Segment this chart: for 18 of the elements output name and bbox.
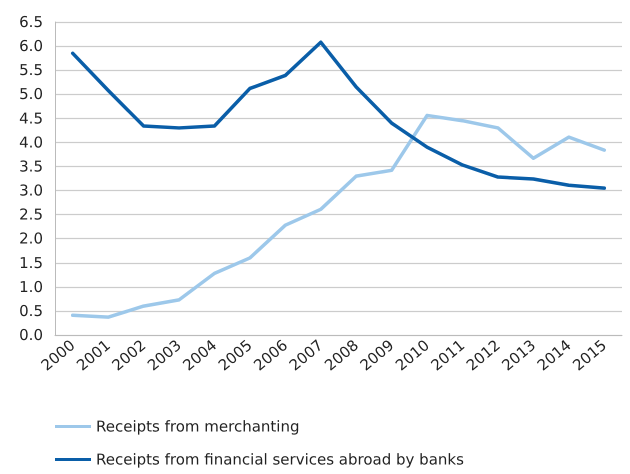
y-tick-label: 1.5 (19, 254, 43, 272)
y-tick-label: 0.0 (19, 326, 43, 344)
y-tick-label: 2.0 (19, 230, 43, 248)
y-tick-label: 6.0 (19, 37, 43, 56)
y-tick-label: 3.5 (19, 157, 43, 176)
legend-label: Receipts from financial services abroad by banks (96, 450, 464, 468)
y-tick-label: 0.5 (19, 302, 43, 320)
y-tick-label: 1.0 (19, 278, 43, 296)
y-tick-label: 5.0 (19, 85, 43, 104)
y-tick-label: 2.5 (19, 206, 43, 224)
y-tick-label: 5.5 (19, 61, 43, 80)
y-tick-label: 3.0 (19, 182, 43, 200)
y-tick-label: 4.0 (19, 133, 43, 152)
line-series (70, 114, 606, 319)
y-tick-label: 6.5 (19, 13, 43, 31)
legend-label: Receipts from merchanting (96, 418, 300, 436)
line-series (70, 40, 606, 190)
y-tick-label: 4.5 (19, 109, 43, 128)
